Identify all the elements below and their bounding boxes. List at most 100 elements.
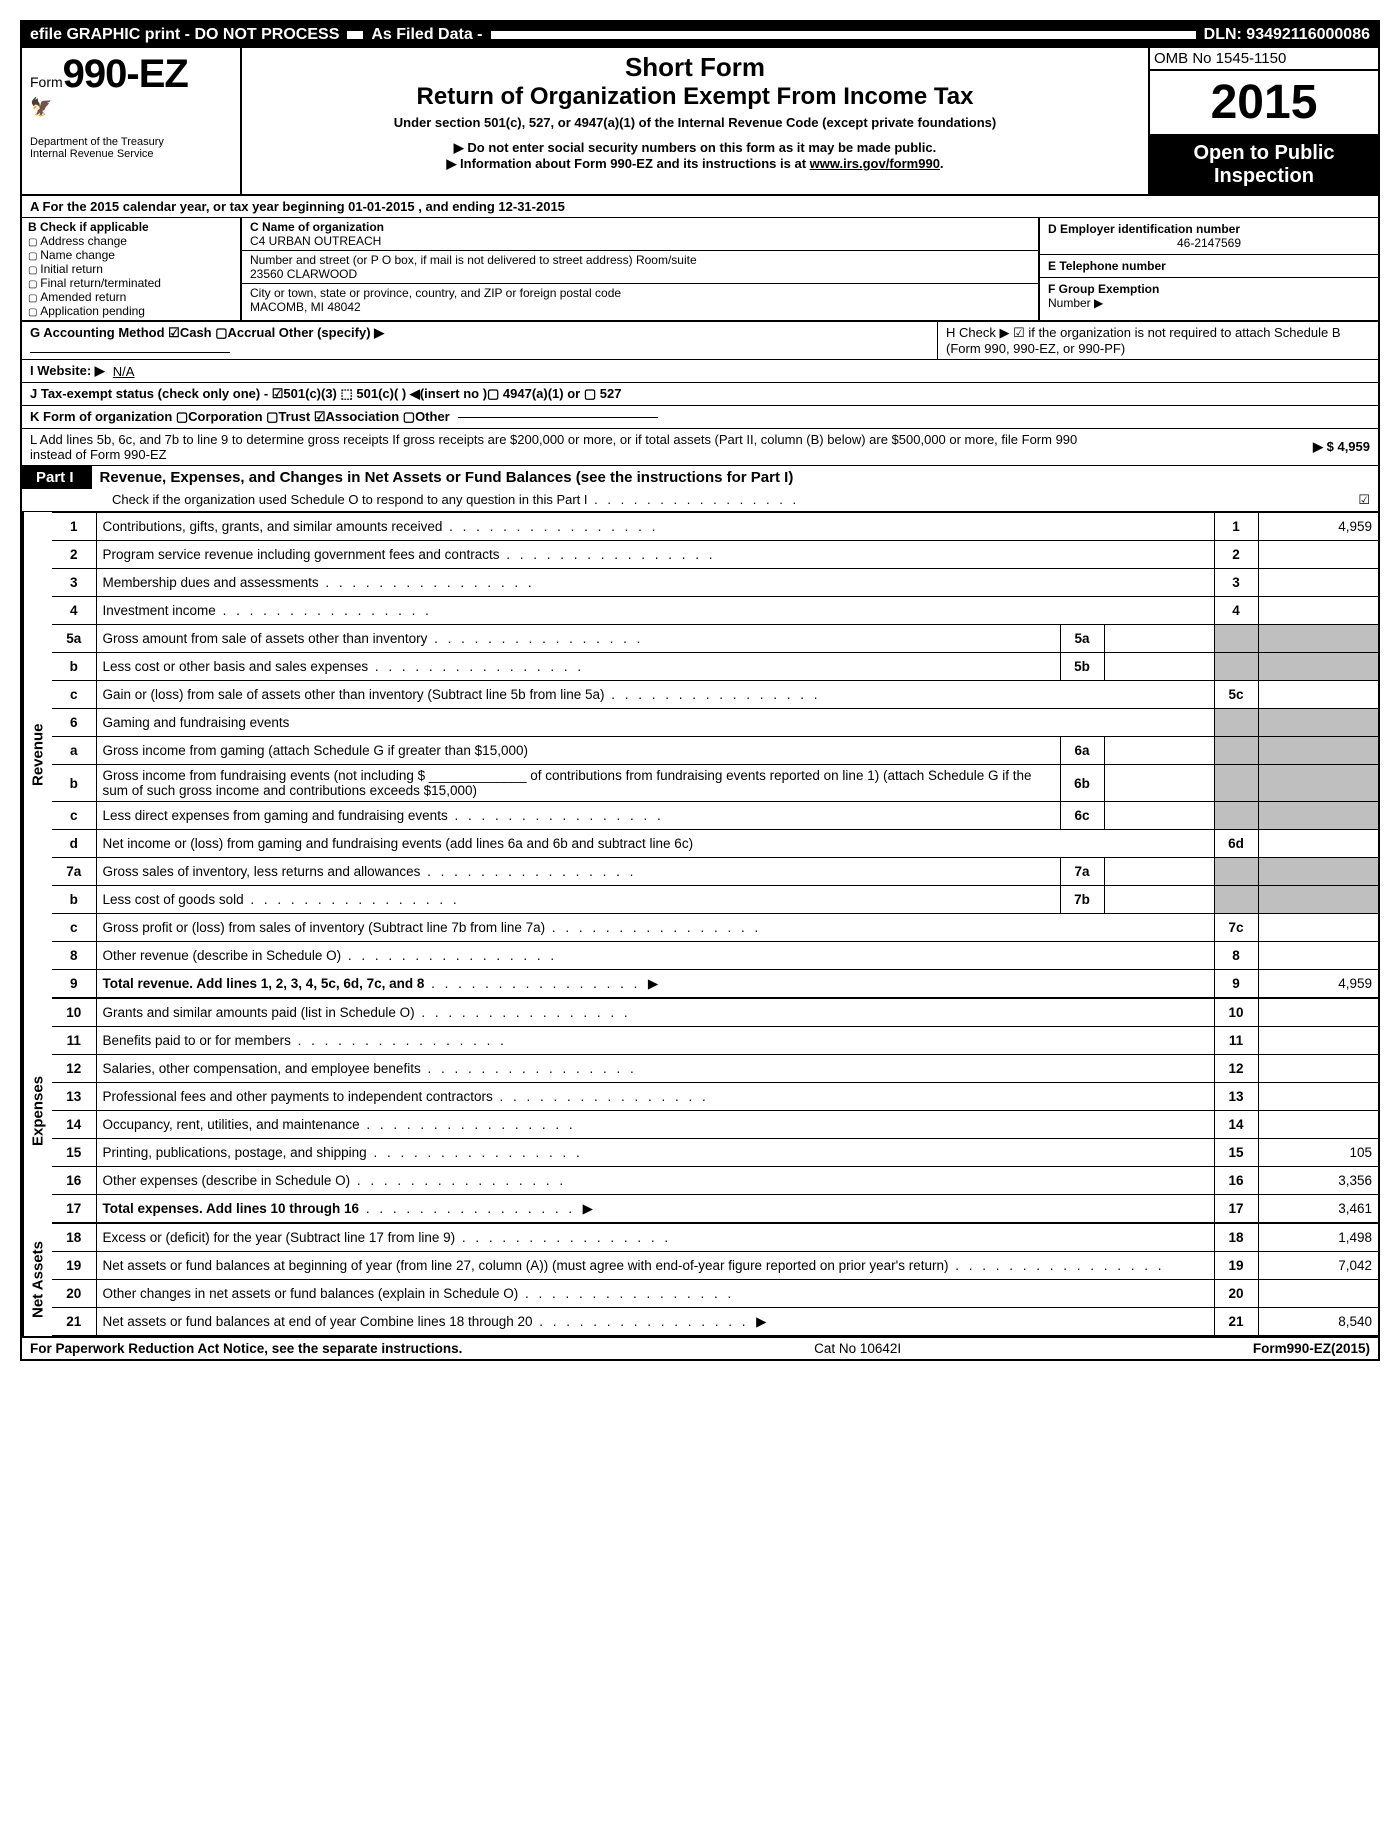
return-title: Return of Organization Exempt From Incom… xyxy=(250,83,1140,111)
schedule-o-checkbox[interactable]: ☑ xyxy=(1338,492,1370,508)
net-assets-section: Net Assets 18Excess or (deficit) for the… xyxy=(22,1223,1378,1338)
form-990ez-page: efile GRAPHIC print - DO NOT PROCESS As … xyxy=(20,20,1380,1361)
line-21: 21Net assets or fund balances at end of … xyxy=(52,1308,1378,1336)
irs-name: Internal Revenue Service xyxy=(30,148,232,160)
col-c: C Name of organization C4 URBAN OUTREACH… xyxy=(242,218,1038,320)
netassets-side-label: Net Assets xyxy=(22,1223,52,1336)
header-center: Short Form Return of Organization Exempt… xyxy=(242,48,1148,194)
gross-receipts-total: ▶ $ 4,959 xyxy=(1313,439,1370,455)
form-number: 990-EZ xyxy=(63,52,188,96)
chk-name-change[interactable]: Name change xyxy=(28,248,234,262)
line-10: 10Grants and similar amounts paid (list … xyxy=(52,999,1378,1027)
row-j: J Tax-exempt status (check only one) - ☑… xyxy=(22,383,1378,406)
row-a: A For the 2015 calendar year, or tax yea… xyxy=(22,196,1378,218)
city-box: City or town, state or province, country… xyxy=(242,284,1038,316)
col-b: B Check if applicable Address change Nam… xyxy=(22,218,242,320)
line-7c: cGross profit or (loss) from sales of in… xyxy=(52,914,1378,942)
ssn-warning: ▶ Do not enter social security numbers o… xyxy=(250,140,1140,156)
row-h: H Check ▶ ☑ if the organization is not r… xyxy=(938,322,1378,359)
line-4: 4Investment income4 xyxy=(52,597,1378,625)
line-5b: bLess cost or other basis and sales expe… xyxy=(52,653,1378,681)
website-value: N/A xyxy=(113,364,135,379)
line-3: 3Membership dues and assessments3 xyxy=(52,569,1378,597)
catalog-number: Cat No 10642I xyxy=(814,1341,901,1356)
line-6c: cLess direct expenses from gaming and fu… xyxy=(52,802,1378,830)
top-bar: efile GRAPHIC print - DO NOT PROCESS As … xyxy=(22,22,1378,48)
row-l: L Add lines 5b, 6c, and 7b to line 9 to … xyxy=(22,429,1378,466)
dln: DLN: 93492116000086 xyxy=(1196,22,1378,48)
chk-final-return[interactable]: Final return/terminated xyxy=(28,276,234,290)
as-filed: As Filed Data - xyxy=(363,22,490,48)
netassets-table: 18Excess or (deficit) for the year (Subt… xyxy=(52,1223,1378,1336)
line-16: 16Other expenses (describe in Schedule O… xyxy=(52,1167,1378,1195)
form-header: Form990-EZ 🦅 Department of the Treasury … xyxy=(22,48,1378,196)
telephone-box: E Telephone number xyxy=(1040,255,1378,278)
line-6b: bGross income from fundraising events (n… xyxy=(52,765,1378,802)
page-footer: For Paperwork Reduction Act Notice, see … xyxy=(22,1338,1378,1359)
line-6: 6Gaming and fundraising events xyxy=(52,709,1378,737)
omb-number: OMB No 1545-1150 xyxy=(1150,48,1378,71)
section-note: Under section 501(c), 527, or 4947(a)(1)… xyxy=(250,115,1140,130)
part-1-label: Part I xyxy=(30,469,80,486)
line-7a: 7aGross sales of inventory, less returns… xyxy=(52,858,1378,886)
chk-initial-return[interactable]: Initial return xyxy=(28,262,234,276)
group-exemption-box: F Group Exemption Number ▶ xyxy=(1040,278,1378,314)
open-to-public: Open to Public Inspection xyxy=(1150,136,1378,194)
col-b-title: B Check if applicable xyxy=(28,220,234,234)
treasury-dept: Department of the Treasury xyxy=(30,136,232,148)
chk-address-change[interactable]: Address change xyxy=(28,234,234,248)
paperwork-notice: For Paperwork Reduction Act Notice, see … xyxy=(30,1341,462,1356)
row-k: K Form of organization ▢Corporation ▢Tru… xyxy=(22,406,1378,429)
irs-link[interactable]: www.irs.gov/form990 xyxy=(810,156,940,171)
line-8: 8Other revenue (describe in Schedule O)8 xyxy=(52,942,1378,970)
line-5c: cGain or (loss) from sale of assets othe… xyxy=(52,681,1378,709)
expenses-section: Expenses 10Grants and similar amounts pa… xyxy=(22,998,1378,1223)
header-left: Form990-EZ 🦅 Department of the Treasury … xyxy=(22,48,242,194)
line-7b: bLess cost of goods sold7b xyxy=(52,886,1378,914)
line-14: 14Occupancy, rent, utilities, and mainte… xyxy=(52,1111,1378,1139)
short-form-title: Short Form xyxy=(250,52,1140,83)
street-address: 23560 CLARWOOD xyxy=(250,267,1030,281)
line-1: 1Contributions, gifts, grants, and simil… xyxy=(52,513,1378,541)
line-17: 17Total expenses. Add lines 10 through 1… xyxy=(52,1195,1378,1223)
revenue-section: Revenue 1Contributions, gifts, grants, a… xyxy=(22,512,1378,998)
part-1-title: Revenue, Expenses, and Changes in Net As… xyxy=(100,469,572,486)
revenue-table: 1Contributions, gifts, grants, and simil… xyxy=(52,512,1378,998)
expenses-table: 10Grants and similar amounts paid (list … xyxy=(52,998,1378,1223)
line-20: 20Other changes in net assets or fund ba… xyxy=(52,1280,1378,1308)
org-name-box: C Name of organization C4 URBAN OUTREACH xyxy=(242,218,1038,251)
chk-application-pending[interactable]: Application pending xyxy=(28,304,234,318)
part-1-header: Part I Revenue, Expenses, and Changes in… xyxy=(22,466,1378,489)
col-def: D Employer identification number 46-2147… xyxy=(1038,218,1378,320)
city-state-zip: MACOMB, MI 48042 xyxy=(250,300,1030,314)
form-footer-id: Form990-EZ(2015) xyxy=(1253,1341,1370,1356)
ein-value: 46-2147569 xyxy=(1048,236,1370,250)
header-right: OMB No 1545-1150 2015 Open to Public Ins… xyxy=(1148,48,1378,194)
line-9: 9Total revenue. Add lines 1, 2, 3, 4, 5c… xyxy=(52,970,1378,998)
line-5a: 5aGross amount from sale of assets other… xyxy=(52,625,1378,653)
schedule-o-check-row: Check if the organization used Schedule … xyxy=(22,489,1378,512)
line-18: 18Excess or (deficit) for the year (Subt… xyxy=(52,1224,1378,1252)
line-2: 2Program service revenue including gover… xyxy=(52,541,1378,569)
expenses-side-label: Expenses xyxy=(22,998,52,1223)
form-prefix: Form xyxy=(30,74,63,90)
revenue-side-label: Revenue xyxy=(22,512,52,998)
chk-amended-return[interactable]: Amended return xyxy=(28,290,234,304)
tax-year: 2015 xyxy=(1150,71,1378,136)
irs-eagle-icon: 🦅 xyxy=(30,97,232,118)
line-19: 19Net assets or fund balances at beginni… xyxy=(52,1252,1378,1280)
line-6a: aGross income from gaming (attach Schedu… xyxy=(52,737,1378,765)
row-g: G Accounting Method ☑Cash ▢Accrual Other… xyxy=(22,322,938,359)
line-15: 15Printing, publications, postage, and s… xyxy=(52,1139,1378,1167)
row-i: I Website: ▶ N/A xyxy=(22,360,1378,383)
line-12: 12Salaries, other compensation, and empl… xyxy=(52,1055,1378,1083)
line-13: 13Professional fees and other payments t… xyxy=(52,1083,1378,1111)
row-g-h: G Accounting Method ☑Cash ▢Accrual Other… xyxy=(22,322,1378,360)
line-11: 11Benefits paid to or for members11 xyxy=(52,1027,1378,1055)
ein-box: D Employer identification number 46-2147… xyxy=(1040,218,1378,255)
org-name: C4 URBAN OUTREACH xyxy=(250,234,1030,248)
info-about: ▶ Information about Form 990-EZ and its … xyxy=(250,156,1140,172)
efile-notice: efile GRAPHIC print - DO NOT PROCESS xyxy=(22,22,347,48)
street-box: Number and street (or P O box, if mail i… xyxy=(242,251,1038,284)
section-bcdef: B Check if applicable Address change Nam… xyxy=(22,218,1378,322)
